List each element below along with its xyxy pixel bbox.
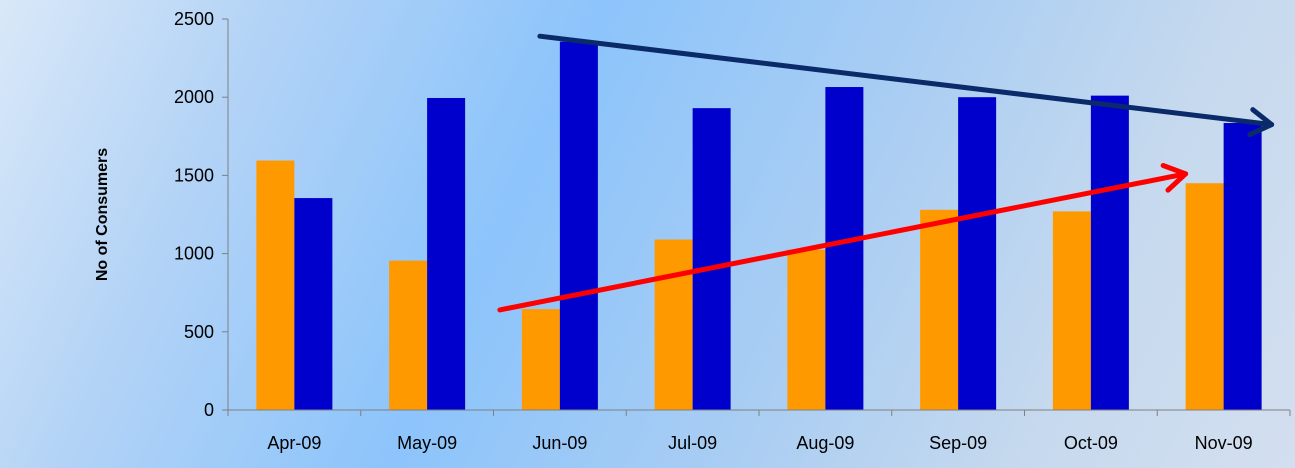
trend-arrows-layer	[497, 33, 1275, 313]
bar-series2-jul-09	[692, 108, 731, 410]
trend-arrow-head	[1160, 163, 1189, 193]
x-tick-label: Jul-09	[668, 433, 717, 453]
y-axis-title: No of Consumers	[94, 148, 111, 281]
x-tick-label: Nov-09	[1195, 433, 1253, 453]
x-tick-label: Sep-09	[929, 433, 987, 453]
bar-series1-may-09	[389, 260, 428, 410]
bar-series1-jul-09	[654, 239, 693, 410]
y-tick-label: 1500	[174, 165, 214, 185]
y-tick-label: 2500	[174, 9, 214, 29]
x-tick-label: Apr-09	[267, 433, 321, 453]
x-tick-label: Aug-09	[796, 433, 854, 453]
bar-series1-nov-09	[1185, 183, 1224, 410]
trend-arrow-line	[537, 33, 1275, 128]
bar-series2-may-09	[427, 97, 466, 411]
x-tick-label: Oct-09	[1064, 433, 1118, 453]
bar-series2-aug-09	[825, 87, 864, 410]
bar-series2-sep-09	[958, 97, 997, 410]
bar-series1-aug-09	[787, 249, 826, 410]
bars-layer	[256, 41, 1262, 411]
y-tick-label: 0	[204, 400, 214, 420]
trend-arrow-line	[497, 171, 1189, 313]
trend-arrow-head	[1247, 107, 1275, 138]
bar-series2-nov-09	[1223, 123, 1262, 411]
bar-series1-sep-09	[920, 209, 959, 410]
bar-series2-jun-09	[559, 41, 598, 410]
bar-series2-oct-09	[1090, 95, 1129, 411]
axes-layer: 0 500 1000 1500 2000 2500 Apr-09 May-09 Jun-09 Ju…	[174, 9, 1291, 453]
x-tick-label: Jun-09	[532, 433, 587, 453]
bar-series2-apr-09	[294, 198, 333, 410]
y-tick-label: 500	[184, 322, 214, 342]
x-tick-label: May-09	[397, 433, 457, 453]
bar-series1-apr-09	[256, 160, 295, 410]
bar-series1-oct-09	[1052, 211, 1091, 410]
bar-series1-jun-09	[521, 309, 560, 410]
y-tick-label: 2000	[174, 87, 214, 107]
y-tick-label: 1000	[174, 244, 214, 264]
